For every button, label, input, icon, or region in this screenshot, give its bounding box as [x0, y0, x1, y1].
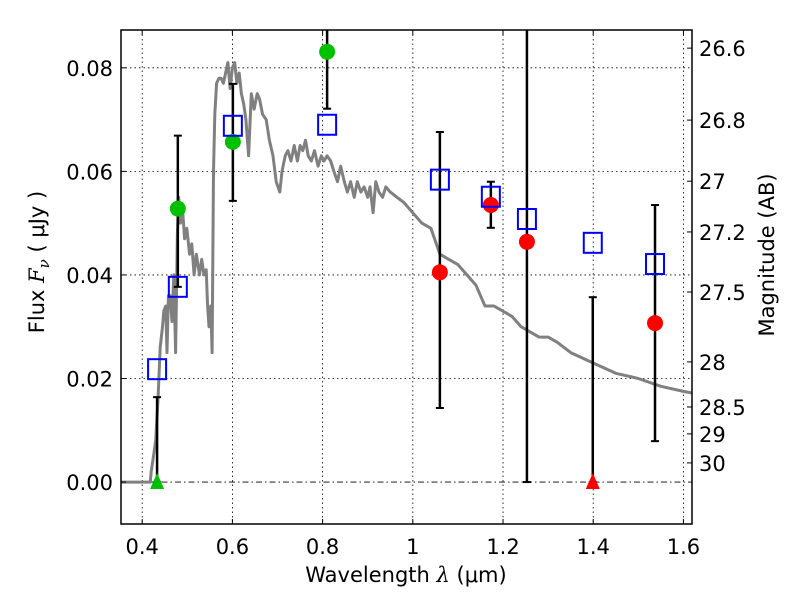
model-photometry-square — [317, 113, 338, 136]
red-upper-limit-marker — [585, 473, 600, 490]
x-tick-label: 0.4 — [125, 535, 158, 559]
model-photometry-square — [147, 358, 168, 381]
x-tick-label: 1.4 — [577, 535, 610, 559]
green-point — [224, 133, 241, 150]
y2-tick-label: 28.5 — [699, 396, 746, 420]
x-tick-label: 1.2 — [486, 535, 519, 559]
x-axis: 0.4 0.6 0.8 1 1.2 1.4 1.6 — [125, 30, 700, 559]
y2-axis: 26.6 26.8 27 27.2 27.5 28 28.5 29 30 — [687, 37, 746, 476]
plot-frame — [120, 29, 693, 525]
green-upper-limit-marker — [150, 473, 165, 490]
red-point — [518, 233, 535, 250]
green-point — [319, 43, 336, 60]
x-axis-label: Wavelength λ (μm) — [305, 563, 506, 587]
y-axis-label: Flux Fν ( μJy ) — [25, 191, 53, 333]
y-axis-label-suffix: ( μJy ) — [25, 191, 49, 259]
model-photometry-square — [645, 253, 666, 276]
y-axis-label-prefix: Flux — [25, 283, 49, 333]
red-point — [431, 264, 448, 281]
model-photometry-square — [429, 168, 450, 191]
x-tick-label: 0.6 — [216, 535, 249, 559]
model-photometry-square — [222, 114, 243, 137]
plot-area — [121, 30, 692, 490]
y-tick-label: 0.06 — [66, 160, 113, 184]
model-sed-line — [121, 61, 692, 484]
y-tick-label: 0.02 — [66, 367, 113, 391]
green-point — [169, 200, 186, 217]
x-tick-label: 1 — [406, 535, 419, 559]
x-tick-label: 0.8 — [306, 535, 339, 559]
y2-tick-label: 26.6 — [699, 37, 746, 61]
red-point — [482, 197, 499, 214]
y-axis: 0.00 0.02 0.04 0.06 0.08 — [66, 57, 126, 495]
y2-axis-label: Magnitude (AB) — [755, 173, 779, 336]
y2-tick-label: 30 — [699, 452, 726, 476]
y2-tick-label: 27 — [699, 170, 726, 194]
red-point — [647, 315, 664, 332]
y-axis-label-subscript: ν — [35, 259, 53, 268]
model-photometry-square — [516, 208, 537, 231]
y-axis-label-symbol: F — [25, 267, 49, 284]
y-tick-label: 0.00 — [66, 471, 113, 495]
y2-tick-label: 28 — [699, 351, 726, 375]
y2-tick-label: 26.8 — [699, 109, 746, 133]
x-axis-label-suffix: (μm) — [450, 563, 507, 587]
y-tick-label: 0.08 — [66, 57, 113, 81]
y2-tick-label: 29 — [699, 423, 726, 447]
model-photometry-square — [480, 185, 501, 208]
model-photometry-square — [582, 231, 603, 254]
x-axis-label-symbol: λ — [436, 563, 450, 587]
y2-tick-label: 27.5 — [699, 281, 746, 305]
x-axis-label-prefix: Wavelength — [305, 563, 436, 587]
x-tick-label: 1.6 — [667, 535, 700, 559]
y2-tick-label: 27.2 — [699, 221, 746, 245]
y-tick-label: 0.04 — [66, 264, 113, 288]
model-photometry-square — [167, 275, 188, 298]
